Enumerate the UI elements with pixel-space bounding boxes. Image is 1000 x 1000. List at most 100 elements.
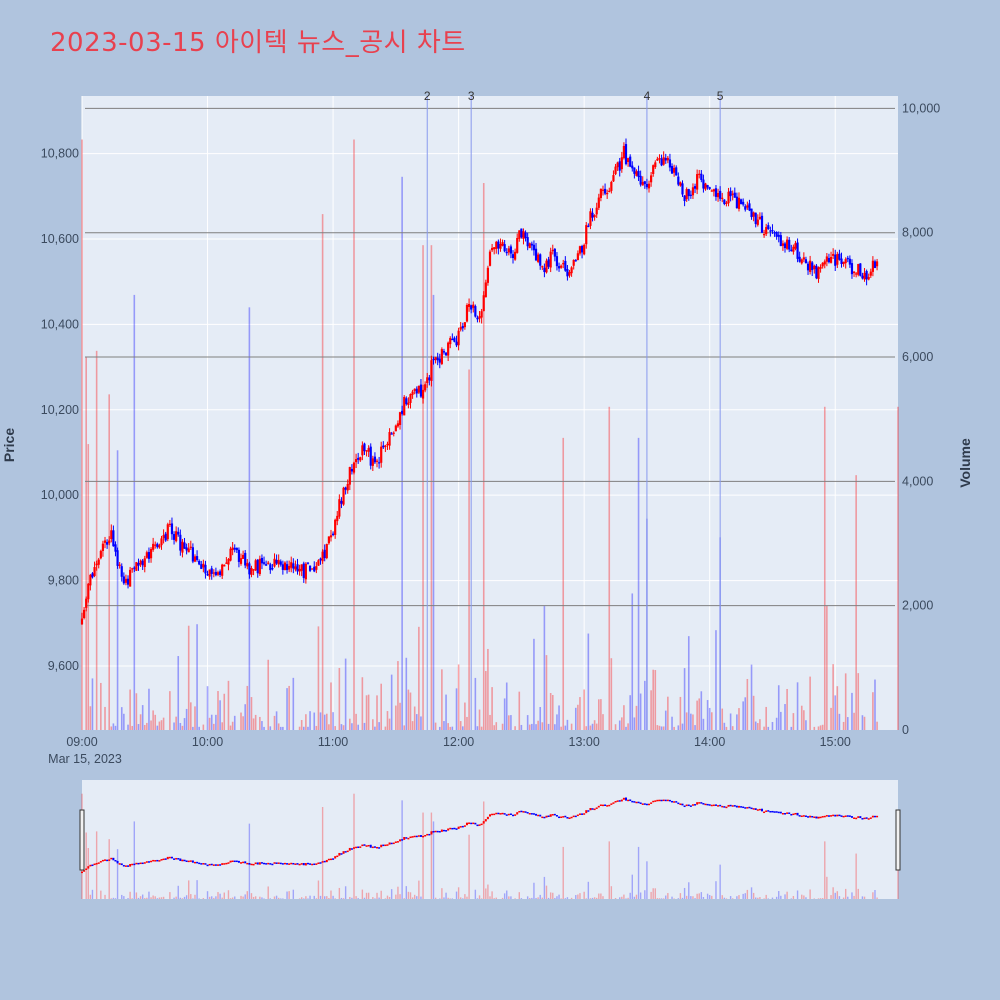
- range-slider-candle: [296, 863, 299, 865]
- candle-body: [325, 544, 328, 559]
- range-slider-volume-bar: [213, 897, 215, 899]
- volume-bar: [185, 708, 188, 730]
- range-slider-volume-bar: [460, 897, 462, 899]
- candle-body: [783, 243, 787, 249]
- volume-bar: [531, 723, 533, 730]
- candle-body: [796, 242, 799, 259]
- range-slider-volume-bar: [723, 897, 726, 899]
- volume-bar: [397, 661, 399, 730]
- candle-body: [725, 202, 728, 204]
- range-slider-volume-bar: [328, 897, 330, 899]
- candle-body: [472, 304, 475, 308]
- range-slider-candle: [348, 847, 351, 851]
- range-slider-volume-bar: [824, 841, 826, 899]
- range-slider-volume-bar: [725, 898, 728, 899]
- volume-bar: [566, 719, 569, 730]
- range-slider-candle: [422, 835, 425, 838]
- candle-body: [417, 385, 420, 393]
- volume-bar: [108, 394, 110, 730]
- range-slider-volume-bar: [830, 895, 832, 899]
- range-slider-candle: [767, 810, 770, 812]
- volume-bar: [240, 712, 242, 730]
- candle-body: [620, 157, 623, 170]
- volume-bar: [637, 437, 640, 730]
- range-slider-volume-bar: [518, 892, 520, 899]
- range-slider-handle-right[interactable]: [895, 809, 901, 871]
- volume-bar: [585, 726, 588, 730]
- range-slider-volume-bar: [677, 898, 680, 899]
- range-slider-volume-bar: [300, 897, 303, 899]
- candle-body: [503, 244, 506, 252]
- range-slider-candle: [614, 801, 617, 803]
- candle-body: [869, 271, 872, 276]
- range-slider-candle: [876, 815, 879, 818]
- range-slider-volume-bar: [208, 896, 211, 899]
- volume-bar: [420, 716, 422, 730]
- range-slider-volume-bar: [685, 895, 688, 899]
- volume-bar: [215, 714, 217, 730]
- range-slider-volume-bar: [219, 893, 221, 899]
- range-slider-volume-bar: [250, 893, 253, 899]
- candle-body: [244, 552, 247, 566]
- candle-body: [727, 191, 730, 204]
- range-slider-candle: [93, 863, 96, 866]
- volume-bar: [721, 708, 724, 730]
- range-slider-volume-bar: [757, 897, 759, 899]
- volume-bar: [342, 725, 345, 730]
- range-slider[interactable]: [79, 780, 901, 899]
- range-slider-candle: [514, 814, 517, 816]
- range-slider-volume-bar: [217, 892, 219, 899]
- range-slider-candle: [627, 799, 630, 802]
- range-slider-volume-bar: [449, 898, 451, 899]
- range-slider-volume-bar: [579, 893, 581, 899]
- news-marker-label: 3: [468, 89, 475, 103]
- range-slider-volume-bar: [416, 896, 418, 899]
- volume-bar: [250, 697, 253, 730]
- range-slider-volume-bar: [803, 895, 805, 899]
- candle-body: [578, 246, 582, 254]
- range-slider-volume-bar: [690, 896, 692, 899]
- range-slider-volume-bar: [629, 892, 631, 899]
- range-slider-candle: [497, 812, 500, 815]
- candle-body: [823, 261, 826, 265]
- volume-bar: [242, 716, 244, 730]
- time-tick-label: 09:00: [66, 735, 97, 749]
- range-slider-volume-bar: [462, 898, 464, 899]
- volume-bar: [340, 724, 343, 730]
- range-slider-volume-bar: [589, 898, 592, 899]
- volume-bar: [409, 692, 412, 730]
- candle-body: [118, 564, 121, 566]
- volume-bar: [690, 713, 692, 730]
- range-slider-volume-bar: [729, 896, 732, 899]
- range-slider-volume-bar: [344, 886, 347, 899]
- candle-body: [794, 243, 797, 249]
- volume-bar: [217, 691, 219, 730]
- range-slider-candle: [685, 804, 688, 807]
- candle-body: [218, 571, 222, 575]
- range-slider-candle: [457, 826, 460, 829]
- volume-bar: [683, 668, 686, 730]
- volume-bar: [593, 720, 596, 730]
- range-slider-volume-bar: [146, 897, 148, 899]
- range-slider-volume-bar: [537, 897, 539, 899]
- range-slider-candle: [208, 863, 211, 866]
- range-slider-volume-bar: [801, 894, 803, 899]
- volume-bar: [610, 658, 613, 730]
- candle-body: [698, 173, 701, 175]
- candle-body: [528, 243, 531, 249]
- candle-body: [631, 165, 634, 169]
- candle-body: [595, 207, 598, 215]
- range-slider-volume-bar: [660, 898, 663, 899]
- range-slider-candle: [648, 803, 651, 806]
- range-slider-candle: [566, 817, 569, 819]
- volume-bar: [361, 677, 364, 730]
- candle-body: [336, 515, 339, 522]
- range-slider-candle: [459, 826, 462, 828]
- candle-body: [277, 559, 280, 565]
- range-slider-handle-left[interactable]: [79, 809, 85, 871]
- candle-body: [183, 542, 186, 549]
- volume-bar: [780, 711, 782, 730]
- candle-body: [817, 267, 820, 279]
- range-slider-candle: [773, 811, 776, 813]
